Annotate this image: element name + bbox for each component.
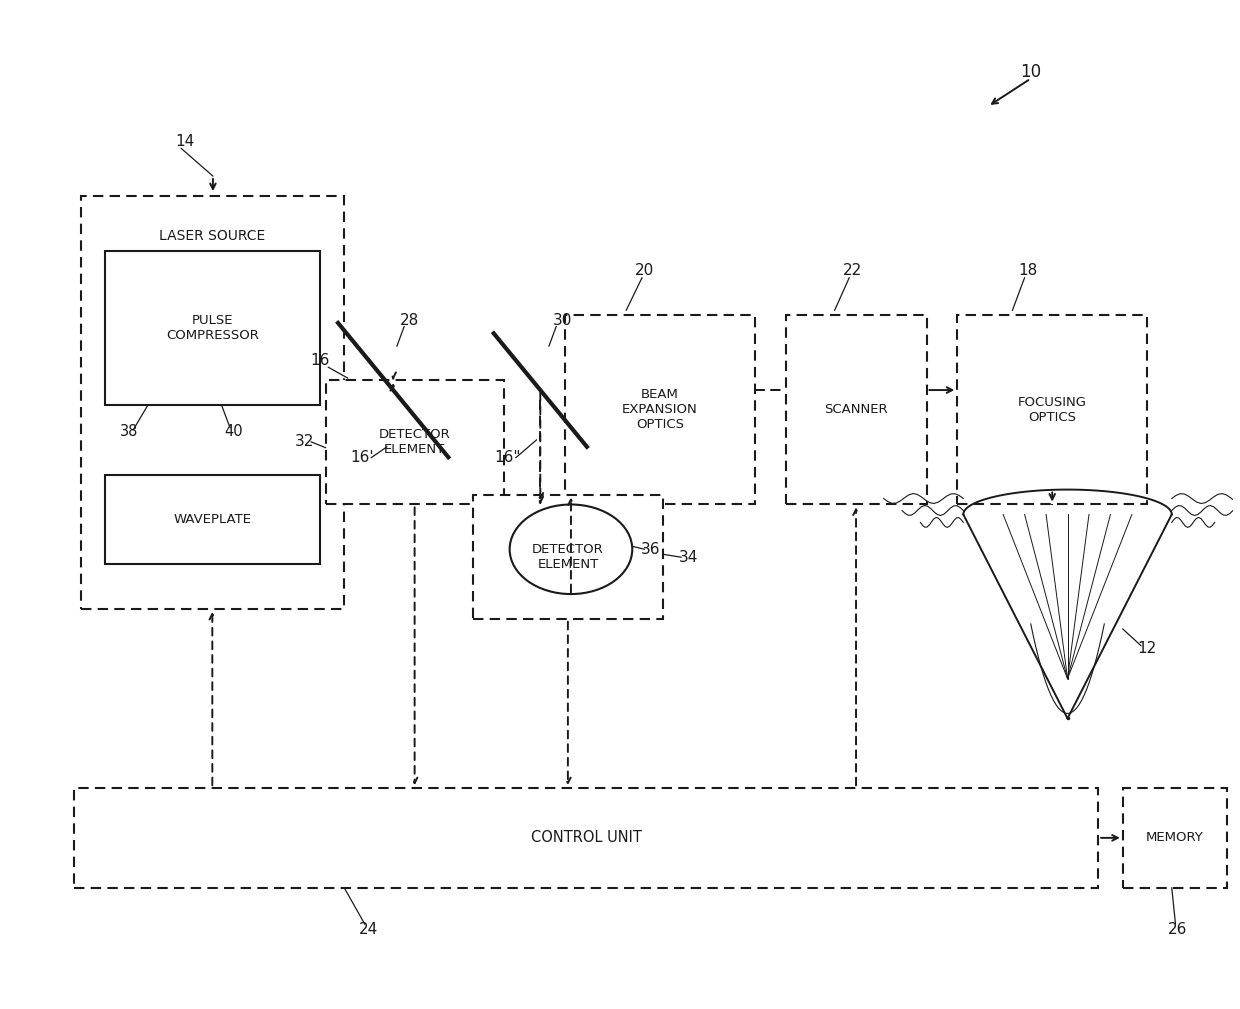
Bar xyxy=(105,251,320,405)
Bar xyxy=(785,316,926,504)
Text: FOCUSING
OPTICS: FOCUSING OPTICS xyxy=(1018,396,1086,424)
Bar xyxy=(326,380,503,504)
Text: CONTROL UNIT: CONTROL UNIT xyxy=(531,830,642,846)
Text: 16: 16 xyxy=(310,353,330,367)
Bar xyxy=(957,316,1147,504)
Text: WAVEPLATE: WAVEPLATE xyxy=(174,513,252,526)
Bar xyxy=(1122,788,1226,888)
Text: 12: 12 xyxy=(1137,642,1157,656)
Text: 10: 10 xyxy=(1021,63,1042,81)
Text: DETECTOR
ELEMENT: DETECTOR ELEMENT xyxy=(378,428,450,456)
Text: 22: 22 xyxy=(843,263,863,278)
Bar xyxy=(74,788,1099,888)
Bar xyxy=(565,316,755,504)
Text: LASER SOURCE: LASER SOURCE xyxy=(159,229,265,243)
Text: BEAM
EXPANSION
OPTICS: BEAM EXPANSION OPTICS xyxy=(622,388,698,432)
Text: MEMORY: MEMORY xyxy=(1146,831,1204,845)
Text: 38: 38 xyxy=(120,425,139,439)
Text: 14: 14 xyxy=(175,134,195,148)
Text: 16": 16" xyxy=(494,450,521,465)
Text: 24: 24 xyxy=(360,922,378,937)
Text: 18: 18 xyxy=(1019,263,1038,278)
Text: SCANNER: SCANNER xyxy=(825,404,888,417)
Bar xyxy=(472,494,663,619)
Text: 26: 26 xyxy=(1168,922,1188,937)
Text: 32: 32 xyxy=(295,434,315,449)
Text: 34: 34 xyxy=(680,550,698,565)
Text: 36: 36 xyxy=(641,542,661,557)
Text: DETECTOR
ELEMENT: DETECTOR ELEMENT xyxy=(532,543,604,571)
Bar xyxy=(81,196,345,609)
Text: PULSE
COMPRESSOR: PULSE COMPRESSOR xyxy=(166,314,259,342)
Ellipse shape xyxy=(510,504,632,594)
Text: 30: 30 xyxy=(553,313,572,328)
Text: 20: 20 xyxy=(635,263,655,278)
Text: 40: 40 xyxy=(224,425,243,439)
Text: 28: 28 xyxy=(399,313,419,328)
Bar xyxy=(105,474,320,564)
Text: 16': 16' xyxy=(351,450,374,465)
